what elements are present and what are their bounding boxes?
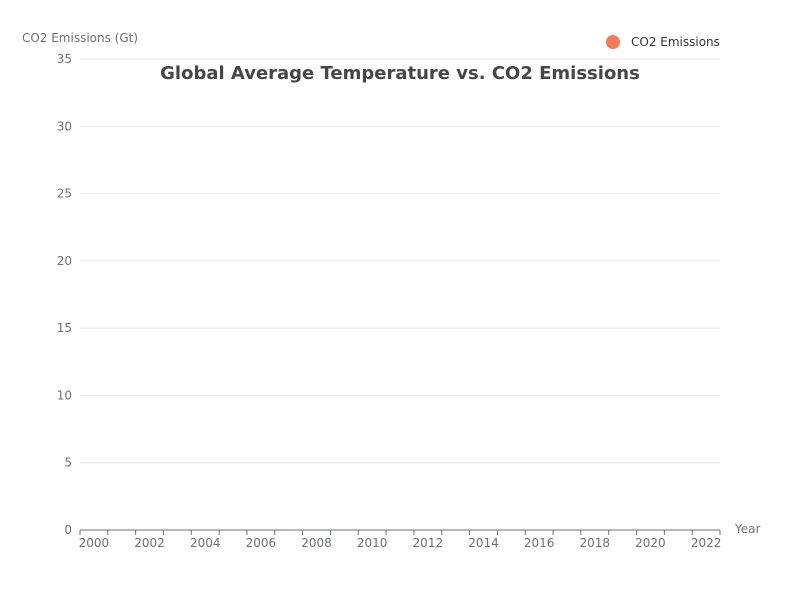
x-tick-label: 2020	[635, 536, 666, 550]
legend-swatch[interactable]	[606, 35, 620, 49]
y-tick-label: 20	[57, 254, 72, 268]
y-tick-label: 10	[57, 388, 72, 402]
legend[interactable]: CO2 Emissions	[606, 35, 720, 49]
y-axis-title: CO2 Emissions (Gt)	[22, 31, 138, 45]
axes: 0 5 10 15 20 25 30 35 2000 2002 2004 2006 2008 2010 20…	[57, 52, 722, 550]
y-tick-label: 25	[57, 187, 72, 201]
x-tick-label: 2002	[134, 536, 165, 550]
x-tick-label: 2006	[246, 536, 277, 550]
y-tick-label: 30	[57, 119, 72, 133]
x-tick-label: 2010	[357, 536, 388, 550]
y-tick-label: 35	[57, 52, 72, 66]
y-tick-label: 0	[64, 523, 72, 537]
chart-title: Global Average Temperature vs. CO2 Emiss…	[160, 63, 640, 84]
x-tick-label: 2008	[301, 536, 332, 550]
x-axis-title: Year	[734, 522, 760, 536]
x-tick-label: 2000	[79, 536, 110, 550]
x-tick-label: 2012	[413, 536, 444, 550]
grid	[80, 58, 720, 464]
x-tick-label: 2014	[468, 536, 499, 550]
x-tick-label: 2004	[190, 536, 221, 550]
x-tick-label: 2016	[524, 536, 555, 550]
x-tick-label: 2018	[580, 536, 611, 550]
y-tick-label: 5	[64, 456, 72, 470]
legend-label[interactable]: CO2 Emissions	[631, 35, 720, 49]
x-tick-label: 2022	[691, 536, 722, 550]
y-tick-label: 15	[57, 321, 72, 335]
